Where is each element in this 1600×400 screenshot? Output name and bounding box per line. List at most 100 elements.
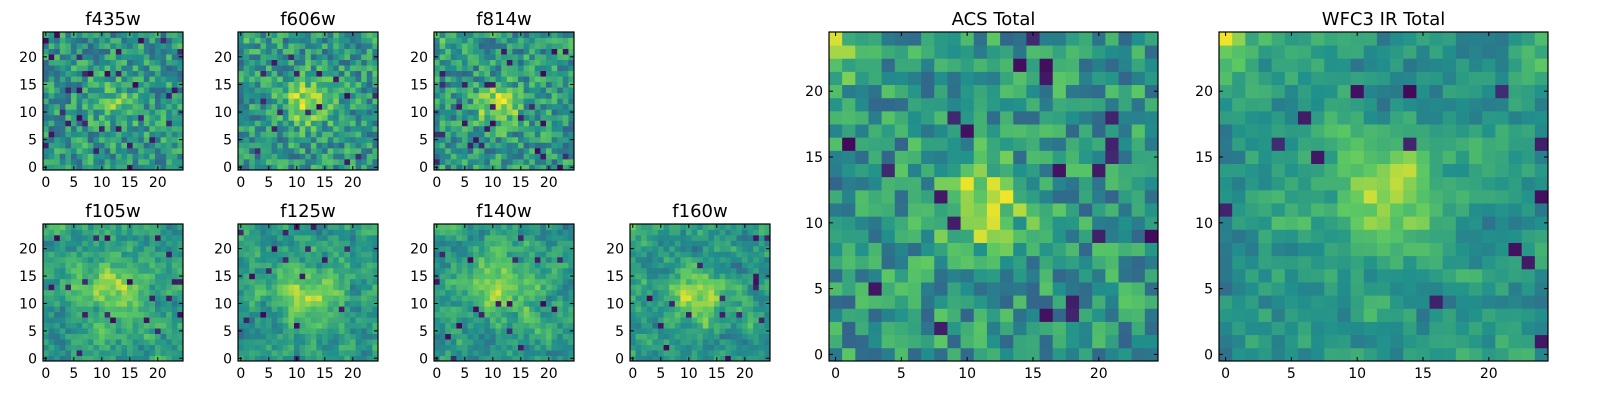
heatmap-cell [160,48,167,55]
heatmap-cell [439,267,446,274]
heatmap-cell [305,267,312,274]
heatmap-cell [149,256,156,263]
heatmap-cell [350,339,356,345]
heatmap-cell [456,158,463,165]
heatmap-cell [907,255,922,270]
heatmap-cell [719,322,726,329]
heatmap-cells [238,224,379,362]
heatmap-cell [282,350,289,356]
heatmap-cell [155,240,161,247]
x-tick-label: 5 [69,366,78,382]
heatmap-cell [127,289,133,296]
heatmap-cell [54,267,61,274]
heatmap-cell [127,109,133,116]
heatmap-cell [327,229,334,236]
heatmap-cell [730,333,737,340]
heatmap-cell [288,306,295,313]
heatmap-cell [138,103,145,110]
heatmap-cell [305,131,312,138]
heatmap-cell [652,229,659,236]
heatmap-cell [462,54,468,60]
heatmap-cell [299,339,306,345]
heatmap-cell [93,136,100,143]
heatmap-cell [166,37,173,44]
heatmap-cell [674,262,681,269]
heatmap-cell [305,43,312,49]
heatmap-cell [546,92,552,99]
heatmap-cell [338,37,345,44]
heatmap-cell [947,189,961,204]
x-tick-label: 10 [93,175,111,191]
heatmap-cell [518,114,524,121]
heatmap-cell [305,289,312,296]
heatmap-cell [702,333,709,340]
heatmap-cell [630,333,636,340]
heatmap-cell [48,125,55,132]
heatmap-cell [529,229,536,236]
heatmap-cell [686,300,692,307]
heatmap-cell [87,147,94,154]
heatmap-cell [635,245,642,252]
heatmap-cell [43,240,49,247]
heatmap-cell [534,322,541,329]
heatmap-cell [1079,255,1093,270]
heatmap-cell [322,256,328,263]
heatmap-cell [43,59,49,66]
heatmap-cell [439,311,446,318]
heatmap-cell [518,306,524,313]
heatmap-cell [669,262,676,269]
heatmap-cell [702,339,709,345]
heatmap-cell [322,109,328,116]
heatmap-cell [478,136,485,143]
heatmap-cell [160,317,167,324]
heatmap-cell [490,333,496,340]
heatmap-cell [327,54,334,60]
heatmap-cell [166,136,173,143]
heatmap-cell [534,158,541,165]
heatmap-cell [512,273,519,280]
heatmap-cell [540,273,547,280]
heatmap-cell [736,339,743,345]
heatmap-cell [534,284,541,291]
heatmap-cell [310,262,317,269]
heatmap-cell [529,114,536,121]
heatmap-cell [338,311,345,318]
heatmap-cell [76,164,83,171]
heatmap-cell [93,350,100,356]
heatmap-cell [282,273,289,280]
heatmap-cell [338,32,345,38]
heatmap-cell [1026,242,1040,257]
heatmap-cell [54,344,61,351]
heatmap-cell [249,251,256,258]
heatmap-cell [445,114,452,121]
heatmap-cell [719,300,726,307]
heatmap-cell [155,92,161,99]
heatmap-cell [947,295,961,309]
heatmap-cell [490,158,496,165]
heatmap-cell [450,262,457,269]
heatmap-cell [299,328,306,334]
heatmap-cell [450,87,457,94]
heatmap-cell [495,109,502,116]
heatmap-cell [121,114,128,121]
heatmap-cell [501,355,508,362]
heatmap-cell [758,273,765,280]
heatmap-cell [143,32,150,38]
heatmap-cell [254,273,261,280]
heatmap-cell [361,120,368,127]
heatmap-cell [557,328,564,334]
heatmap-cell [316,109,323,116]
heatmap-cell [254,48,261,55]
heatmap-cell [680,289,687,296]
heatmap-cell [249,70,256,77]
heatmap-cell [753,344,760,351]
heatmap-cell [54,103,61,110]
heatmap-cell [121,48,128,55]
heatmap-cell [551,273,558,280]
heatmap-cell [551,240,558,247]
heatmap-cell [115,339,122,345]
heatmap-cell [316,256,323,263]
heatmap-cell [562,317,569,324]
heatmap-cell [512,43,519,49]
heatmap-cell [155,103,161,110]
